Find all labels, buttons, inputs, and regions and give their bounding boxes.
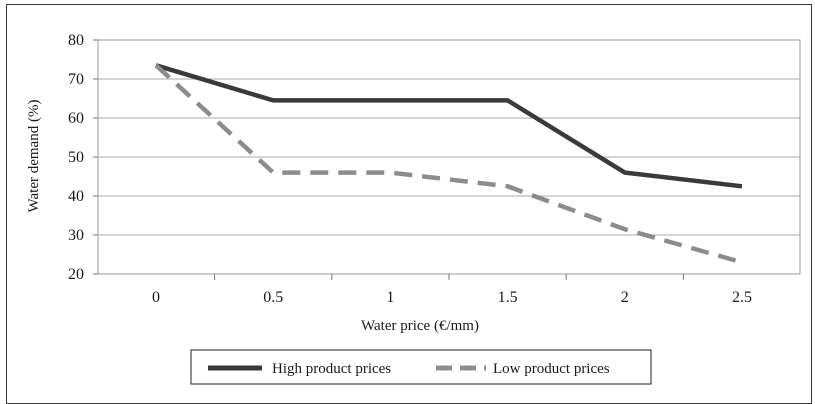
- y-axis-title: Water demand (%): [26, 100, 42, 213]
- y-tick-label: 70: [68, 71, 84, 88]
- x-tick-label: 2: [621, 289, 629, 306]
- axes: [93, 39, 801, 280]
- x-tick-label: 1.5: [498, 289, 518, 306]
- x-tick-label: 2.5: [732, 289, 752, 306]
- y-tick-label: 60: [68, 110, 84, 127]
- legend-box: [190, 349, 652, 385]
- legend: High product prices Low product prices: [190, 349, 652, 385]
- x-tick-label: 0.5: [263, 289, 283, 306]
- y-tick-label: 20: [68, 266, 84, 283]
- x-tick-label: 0: [152, 289, 160, 306]
- y-tick-label: 50: [68, 149, 84, 166]
- series-lines: [154, 63, 743, 265]
- legend-label-low-product-prices: Low product prices: [493, 361, 610, 377]
- series-line-high-product-prices: [155, 63, 743, 189]
- y-tick-label: 40: [68, 188, 84, 205]
- series-line-low-product-prices: [154, 63, 743, 265]
- x-tick-label: 1: [386, 289, 394, 306]
- y-tick-label: 30: [68, 227, 84, 244]
- legend-label-high-product-prices: High product prices: [272, 361, 391, 377]
- y-tick-label: 80: [68, 32, 84, 49]
- tick-labels: 20 30 40 50 60 70 80 0 0.5 1 1.5 2 2.5: [68, 32, 752, 306]
- gridlines: [98, 39, 800, 275]
- x-axis-title: Water price (€/mm): [361, 318, 479, 334]
